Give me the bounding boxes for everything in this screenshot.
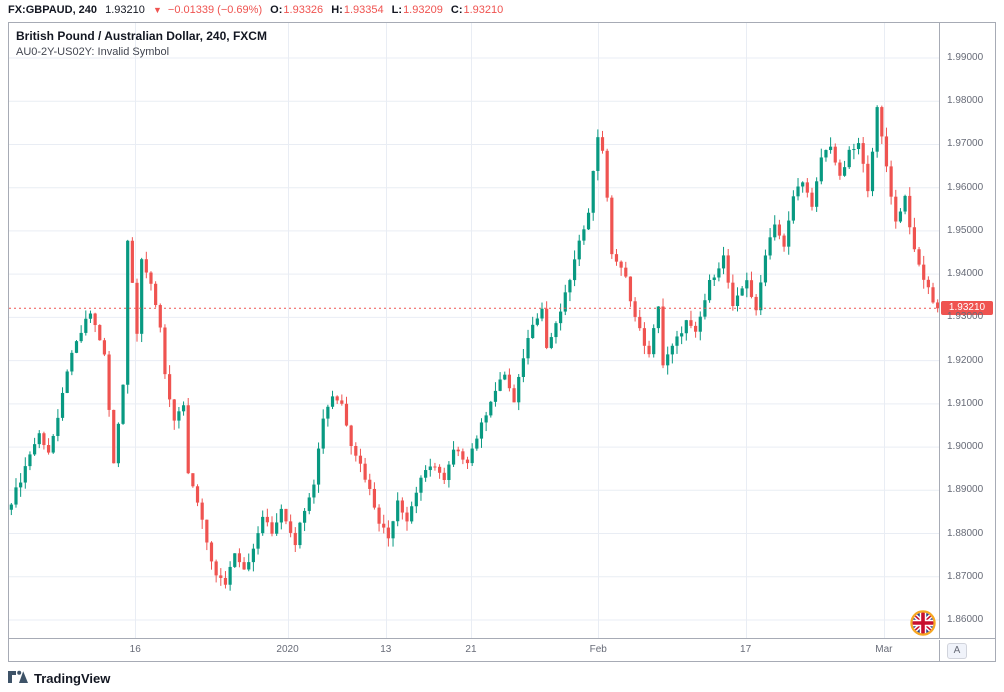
time-tick-label: Feb [589, 644, 607, 655]
close-value: 1.93210 [463, 4, 504, 16]
price-tick-label: 1.88000 [947, 527, 984, 539]
price-change-text: −0.01339 (−0.69%) [167, 4, 263, 16]
last-price-text: 1.93210 [105, 4, 145, 16]
time-axis[interactable]: A 16 2020 13 21 Feb 17 Mar [9, 638, 995, 661]
grid-lines [9, 23, 940, 639]
chart-panel[interactable]: British Pound / Australian Dollar, 240, … [8, 22, 996, 662]
time-tick-label: 21 [465, 644, 477, 655]
axis-corner: A [939, 640, 995, 661]
tradingview-watermark[interactable]: TradingView [8, 668, 110, 688]
plot-area[interactable]: British Pound / Australian Dollar, 240, … [9, 23, 940, 639]
tradingview-logo-icon [8, 668, 28, 688]
last-price-tag: 1.93210 [941, 301, 993, 316]
price-tick-label: 1.95000 [947, 224, 984, 236]
close-label: C: [450, 4, 463, 16]
price-tick-label: 1.90000 [947, 441, 984, 453]
open-label: O: [270, 4, 283, 16]
uk-flag-icon [909, 609, 937, 637]
candles [9, 105, 940, 591]
time-tick-label: 17 [740, 644, 752, 655]
price-tick-label: 1.99000 [947, 52, 984, 63]
price-tick-label: 1.89000 [947, 484, 984, 496]
symbol-name[interactable]: FX:GBPAUD, 240 [8, 4, 98, 16]
open-value: 1.93326 [283, 4, 324, 16]
price-tick-label: 1.97000 [947, 138, 984, 150]
auto-scale-button[interactable]: A [947, 643, 967, 659]
candlestick-plot[interactable] [9, 23, 940, 639]
price-tick-label: 1.91000 [947, 397, 984, 409]
time-tick-label: 13 [380, 644, 392, 655]
price-tick-label: 1.86000 [947, 613, 984, 625]
time-tick-label: 2020 [276, 644, 299, 655]
high-label: H: [331, 4, 343, 16]
symbol-info-bar: FX:GBPAUD, 240 1.93210 ▼ −0.01339 (−0.69… [8, 4, 508, 16]
chart-legend: British Pound / Australian Dollar, 240, … [16, 29, 267, 58]
price-axis[interactable]: 1.93210 1.99000 1.98000 1.97000 1.96000 1.95… [939, 23, 995, 639]
price-down-triangle-icon: ▼ [152, 5, 162, 15]
low-value: 1.93209 [403, 4, 443, 16]
legend-indicator-status[interactable]: AU0-2Y-US02Y: Invalid Symbol [16, 46, 170, 58]
price-tick-label: 1.98000 [947, 95, 984, 107]
low-label: L: [391, 4, 403, 16]
time-tick-label: Mar [875, 644, 893, 655]
time-tick-label: 16 [129, 644, 141, 655]
high-value: 1.93354 [343, 4, 384, 16]
price-tick-label: 1.93000 [947, 311, 984, 323]
legend-symbol-title[interactable]: British Pound / Australian Dollar, 240, … [16, 29, 267, 43]
price-tick-label: 1.92000 [947, 354, 984, 366]
price-tick-label: 1.96000 [947, 181, 984, 193]
price-tick-label: 1.94000 [947, 268, 984, 280]
price-tick-label: 1.87000 [947, 570, 984, 582]
tradingview-brand-text: TradingView [34, 670, 111, 686]
